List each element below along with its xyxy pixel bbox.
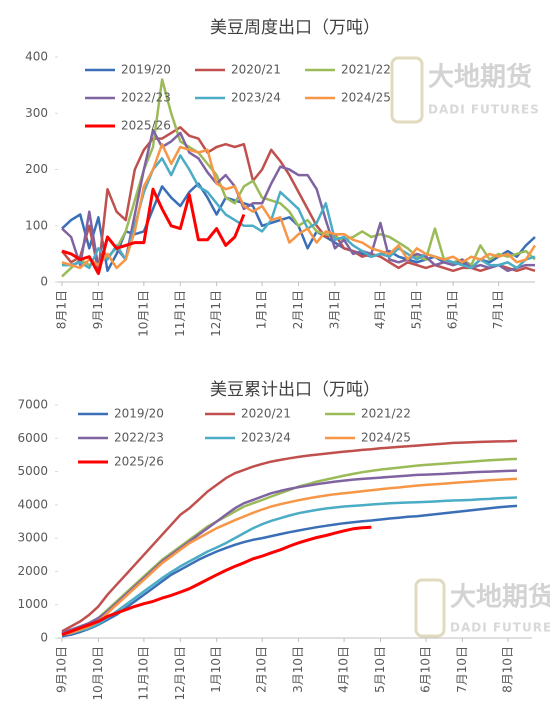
watermark-text: DADI FUTURES — [450, 621, 550, 635]
x-tick-label: 12月1日 — [209, 290, 223, 337]
y-tick-label: 5000 — [17, 464, 48, 478]
x-tick-label: 8月10日 — [500, 646, 514, 693]
y-tick-label: 1000 — [17, 597, 48, 611]
series-line — [61, 525, 372, 637]
legend-label: 2022/23 — [114, 431, 164, 445]
watermark-top: 大地期货 DADI FUTURES — [390, 56, 540, 124]
y-tick-label: 200 — [25, 162, 48, 176]
y-tick-label: 4000 — [17, 497, 48, 511]
y-tick-label: 100 — [25, 218, 48, 232]
legend-label: 2025/26 — [121, 119, 171, 133]
legend-label: 2023/24 — [241, 431, 291, 445]
legend-label: 2021/22 — [361, 407, 411, 421]
legend-label: 2025/26 — [114, 455, 164, 469]
x-tick-label: 7月1日 — [491, 290, 505, 329]
y-tick-label: 400 — [25, 50, 48, 64]
watermark-text: 大地期货 — [428, 62, 532, 93]
chart: 美豆周度出口（万吨） 0 100 200 300 400 8月1日 9月1日 10月1日 11月1… — [25, 18, 537, 337]
series-line — [61, 477, 518, 636]
legend-label: 2022/23 — [121, 91, 171, 105]
y-tick-label: 0 — [40, 631, 48, 645]
series-line — [61, 439, 518, 633]
series-line — [62, 154, 536, 270]
x-tick-label: 4月1日 — [373, 290, 387, 329]
legend-label: 2020/21 — [231, 63, 281, 77]
x-tick-label: 9月1日 — [91, 290, 105, 329]
x-tick-label: 8月1日 — [55, 290, 69, 329]
y-tick-label: 6000 — [17, 431, 48, 445]
y-tick-label: 0 — [40, 275, 48, 289]
legend-label: 2024/25 — [341, 91, 391, 105]
legend-label: 2019/20 — [121, 63, 171, 77]
chart-title: 美豆累计出口（万吨） — [210, 380, 380, 400]
legend-label: 2021/22 — [341, 63, 391, 77]
x-tick-label: 1月10日 — [209, 646, 223, 693]
watermark-text: DADI FUTURES — [428, 103, 540, 117]
y-tick-label: 2000 — [17, 564, 48, 578]
x-tick-label: 4月10日 — [337, 646, 351, 693]
legend-label: 2020/21 — [241, 407, 291, 421]
x-tick-label: 2月1日 — [291, 290, 305, 329]
x-tick-label: 6月1日 — [446, 290, 460, 329]
legend-label: 2023/24 — [231, 91, 281, 105]
x-tick-label: 5月1日 — [409, 290, 423, 329]
legend-label: 2024/25 — [361, 431, 411, 445]
x-tick-label: 12月10日 — [173, 646, 187, 701]
chart: 美豆累计出口（万吨） 0 1000 2000 3000 4000 5000 6000 7000 9… — [17, 380, 532, 701]
chart-title: 美豆周度出口（万吨） — [210, 18, 380, 38]
series-line — [61, 504, 518, 638]
y-tick-label: 7000 — [17, 398, 48, 412]
watermark-bottom: 大地期货 DADI FUTURES — [414, 578, 550, 638]
watermark-logo — [414, 578, 446, 638]
legend-label: 2019/20 — [114, 407, 164, 421]
x-tick-label: 5月10日 — [373, 646, 387, 693]
x-tick-label: 9月10日 — [55, 646, 69, 693]
x-tick-label: 10月1日 — [136, 290, 150, 337]
series-line — [61, 142, 537, 270]
y-tick-label: 3000 — [17, 531, 48, 545]
x-tick-label: 3月10日 — [291, 646, 305, 693]
x-tick-label: 11月1日 — [173, 290, 187, 337]
x-tick-label: 11月10日 — [136, 646, 150, 701]
series-line — [61, 126, 536, 273]
x-tick-label: 7月10日 — [455, 646, 469, 693]
watermark-logo — [390, 56, 424, 124]
y-tick-label: 300 — [25, 106, 48, 120]
watermark-text: 大地期货 — [450, 582, 550, 613]
series-line — [61, 469, 518, 635]
x-tick-label: 2月10日 — [255, 646, 269, 693]
x-tick-label: 6月10日 — [419, 646, 433, 693]
x-tick-label: 3月1日 — [327, 290, 341, 329]
series-line — [61, 187, 246, 276]
x-tick-label: 10月10日 — [91, 646, 105, 701]
x-tick-label: 1月1日 — [255, 290, 269, 329]
series-line — [61, 128, 535, 273]
series-line — [61, 496, 518, 636]
